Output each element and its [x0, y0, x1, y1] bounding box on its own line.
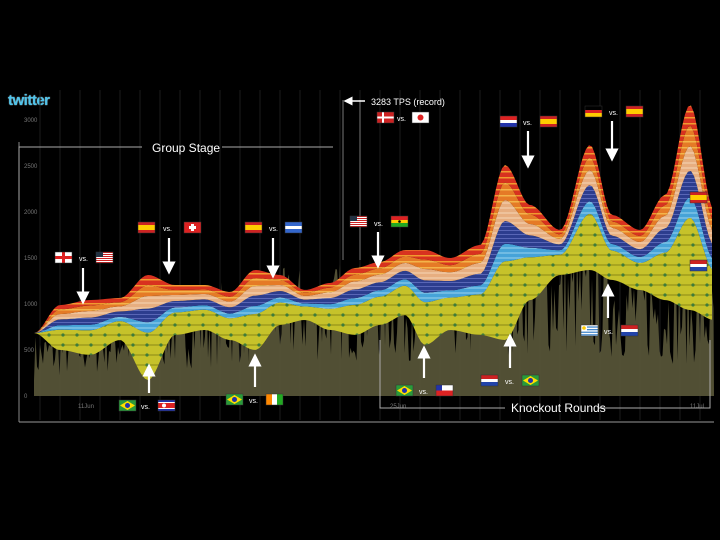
- x-axis: 11Jun 25Jun 11Jul: [19, 404, 714, 423]
- vs-label: vs.: [141, 404, 150, 411]
- match-annotation: vs.: [580, 283, 639, 337]
- match-annotation: vs.: [584, 105, 644, 162]
- match-annotation: vs.: [118, 363, 176, 412]
- flag-ivorycoast-icon: [265, 393, 284, 406]
- flag-netherlands-icon: [620, 324, 639, 337]
- vs-label: vs.: [523, 120, 532, 127]
- group-stage-label: Group Stage: [152, 141, 220, 155]
- flag-brazil-icon: [225, 393, 244, 406]
- match-annotation: vs.: [225, 353, 284, 406]
- stream-blue: [34, 171, 712, 333]
- vs-label: vs.: [374, 221, 383, 228]
- flag-japan-icon: [411, 111, 430, 124]
- flag-usa-icon: [349, 215, 368, 228]
- knockout-rounds-label: Knockout Rounds: [511, 401, 606, 415]
- y-tick-label: 2000: [24, 210, 38, 216]
- vs-label: vs.: [419, 389, 428, 396]
- flag-switzerland-icon: [183, 221, 202, 234]
- country-streams: [34, 105, 712, 380]
- y-tick-label: 500: [24, 348, 35, 354]
- vs-label: vs.: [604, 329, 613, 336]
- flag-usa-icon: [95, 251, 114, 264]
- vs-label: vs.: [269, 226, 278, 233]
- stream-peach: [34, 146, 712, 333]
- flag-netherlands-icon: [689, 259, 708, 272]
- match-annotation: vs.: [480, 333, 540, 387]
- flag-spain-icon: [689, 191, 708, 204]
- flag-spain-icon: [137, 221, 156, 234]
- group-stage-bracket: [18, 146, 333, 200]
- vs-label: vs.: [163, 226, 172, 233]
- y-tick-label: 1000: [24, 302, 38, 308]
- match-annotation: vs.: [137, 221, 202, 275]
- flag-brazil-icon: [395, 384, 414, 397]
- match-annotation: vs.: [395, 345, 454, 397]
- vs-label: vs.: [79, 256, 88, 263]
- flag-spain-icon: [625, 105, 644, 118]
- y-tick-label: 0: [24, 394, 28, 400]
- x-tick-label: 11Jul: [690, 404, 704, 410]
- flag-england-icon: [54, 251, 73, 264]
- flag-netherlands-icon: [480, 374, 499, 387]
- y-tick-label: 2500: [24, 164, 38, 170]
- flag-denmark-icon: [376, 111, 395, 124]
- match-annotation: vs.: [349, 215, 409, 269]
- flag-uruguay-icon: [580, 324, 599, 337]
- knockout-bracket: [379, 340, 711, 409]
- x-tick-label: 25Jun: [390, 404, 406, 410]
- flag-spain-icon: [244, 221, 263, 234]
- y-tick-label: 1500: [24, 256, 38, 262]
- record-note: 3283 TPS (record): [371, 97, 445, 107]
- match-annotation: vs.: [499, 115, 558, 169]
- flag-ghana-icon: [390, 215, 409, 228]
- match-annotation: vs.: [54, 251, 114, 305]
- vs-label: vs.: [249, 398, 258, 405]
- flag-honduras-icon: [284, 221, 303, 234]
- flag-paraguay-icon: [499, 115, 518, 128]
- match-annotation: vs.: [244, 221, 303, 279]
- match-annotations: 3283 TPS (record) vs. vs. vs. vs. vs. vs. vs. vs…: [54, 96, 708, 412]
- section-brackets: Group Stage Knockout Rounds: [18, 100, 711, 415]
- flag-germany-icon: [584, 105, 603, 118]
- y-tick-label: 3000: [24, 118, 38, 124]
- vs-label: vs.: [397, 116, 406, 123]
- match-annotation: vs.: [376, 111, 430, 124]
- flag-northkorea-icon: [157, 399, 176, 412]
- flag-brazil-icon: [118, 399, 137, 412]
- flag-chile-icon: [435, 384, 454, 397]
- twitter-logo: twitter: [8, 92, 50, 109]
- flag-brazil-icon: [521, 374, 540, 387]
- flag-spain-icon: [539, 115, 558, 128]
- x-tick-label: 11Jun: [78, 404, 94, 410]
- vs-label: vs.: [505, 379, 514, 386]
- vs-label: vs.: [609, 110, 618, 117]
